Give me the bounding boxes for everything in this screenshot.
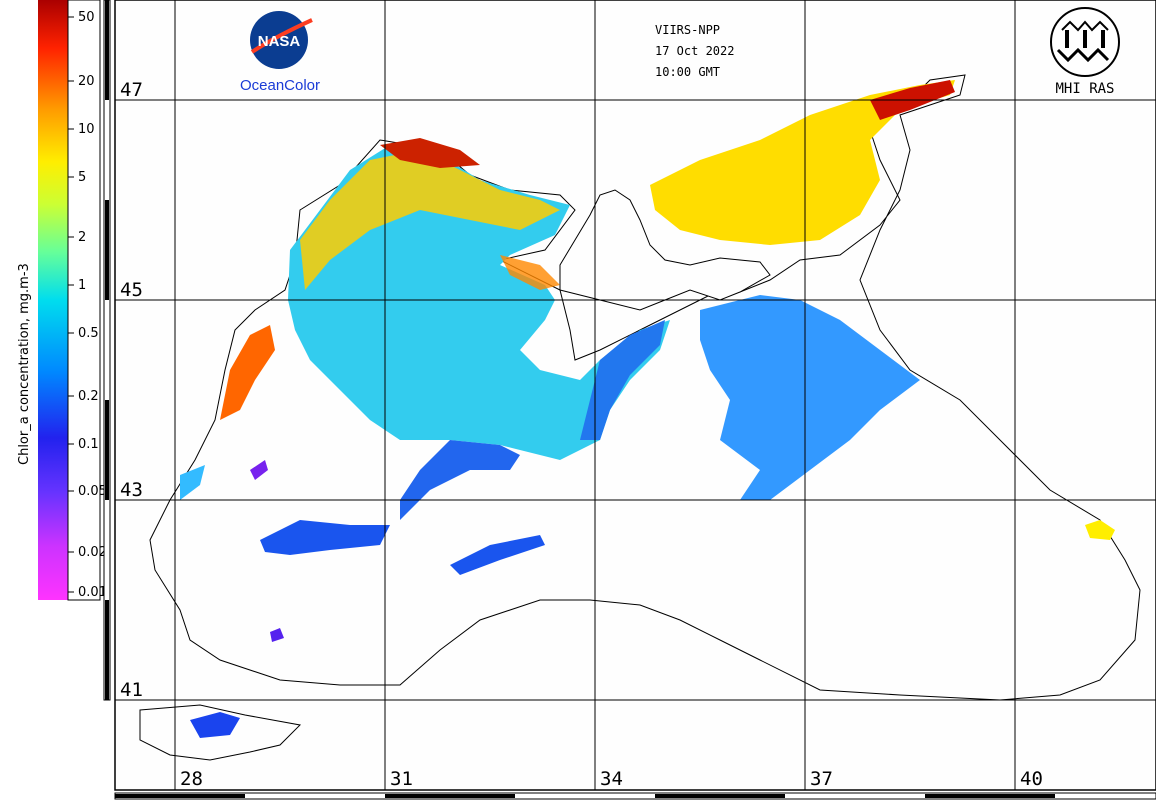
colorbar-tick-label: 0.1 <box>78 437 99 452</box>
colorbar-tick-label: 50 <box>78 10 95 25</box>
colorbar-title: Chlor_a concentration, mg.m-3 <box>17 263 32 465</box>
colorbar <box>38 0 68 600</box>
svg-text:MHI RAS: MHI RAS <box>1055 81 1114 97</box>
chlorophyll-field <box>180 80 1115 738</box>
colorbar-tick-label: 0.2 <box>78 389 99 404</box>
mhi-ras-logo: MHI RAS <box>1050 7 1120 97</box>
colorbar-tick-label: 0.05 <box>78 484 107 499</box>
colorbar-tick-label: 10 <box>78 122 95 137</box>
colorbar-tick-label: 0.02 <box>78 545 107 560</box>
colorbar-tick-label: 5 <box>78 170 86 185</box>
lat-label: 41 <box>120 679 143 701</box>
colorbar-tick-label: 0.5 <box>78 326 99 341</box>
colorbar-tick-label: 1 <box>78 278 86 293</box>
colorbar-tick-label: 0.01 <box>78 585 107 600</box>
lon-label: 34 <box>600 768 623 790</box>
colorbar-ticks: 50 20 10 5 2 1 0.5 0.2 0.1 0.05 0.02 0.01 <box>68 10 107 600</box>
colorbar-tick-label: 2 <box>78 230 86 245</box>
lat-label: 47 <box>120 79 143 101</box>
date-label: 17 Oct 2022 <box>655 44 734 58</box>
lat-label: 43 <box>120 479 143 501</box>
nasa-logo: NASA OceanColor <box>240 11 320 94</box>
time-label: 10:00 GMT <box>655 65 720 79</box>
lon-label: 37 <box>810 768 833 790</box>
svg-text:NASA: NASA <box>258 33 301 50</box>
lon-label: 31 <box>390 768 413 790</box>
lat-label: 45 <box>120 279 143 301</box>
lon-label: 40 <box>1020 768 1043 790</box>
svg-text:OceanColor: OceanColor <box>240 77 320 94</box>
lon-label: 28 <box>180 768 203 790</box>
colorbar-tick-label: 20 <box>78 74 95 89</box>
sensor-label: VIIRS-NPP <box>655 23 720 37</box>
lat-lon-grid <box>115 0 1156 790</box>
